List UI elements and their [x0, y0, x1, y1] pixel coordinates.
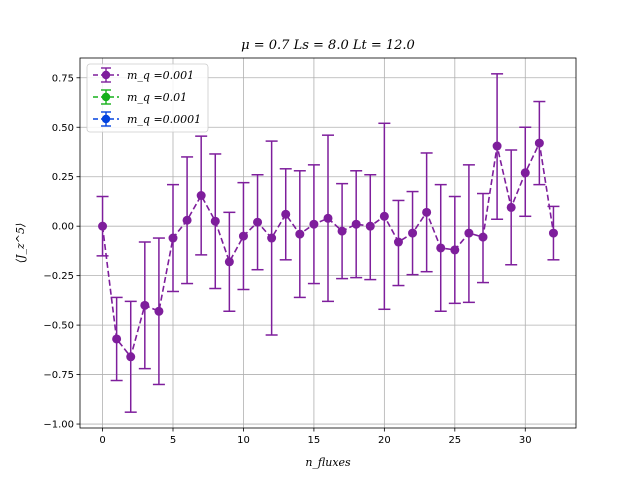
- legend: m_q =0.001 m_q =0.01 m_q =0.0001: [86, 63, 209, 133]
- data-point: [323, 213, 333, 223]
- data-point: [253, 217, 263, 227]
- plot-frame: [79, 57, 577, 429]
- data-point: [210, 216, 220, 226]
- y-tick-label: 0.75: [52, 73, 74, 84]
- data-point: [140, 300, 150, 310]
- legend-marker: [101, 92, 111, 102]
- legend-box: [86, 63, 209, 133]
- x-tick-label: 0: [99, 435, 105, 446]
- data-point: [379, 211, 389, 221]
- data-point: [196, 191, 206, 201]
- y-tick-label: 0.50: [52, 123, 74, 134]
- legend-entry: m_q =0.0001: [93, 111, 201, 127]
- data-point: [126, 352, 136, 362]
- legend-label: m_q =0.001: [127, 69, 194, 82]
- y-tick-label: −0.25: [43, 271, 74, 282]
- data-point: [182, 215, 192, 225]
- y-tick-label: −1.00: [43, 420, 74, 431]
- data-point: [422, 207, 432, 217]
- chart-title: μ = 0.7 Ls = 8.0 Lt = 12.0: [241, 38, 415, 53]
- legend-label: m_q =0.01: [127, 91, 187, 104]
- data-point: [309, 219, 319, 229]
- data-point: [548, 228, 558, 238]
- data-point: [506, 202, 516, 212]
- y-tick-label: 0.00: [52, 222, 74, 233]
- y-tick-label: −0.75: [43, 370, 74, 381]
- data-point: [492, 141, 502, 151]
- x-tick-label: 15: [308, 435, 321, 446]
- data-point: [450, 245, 460, 255]
- y-tick-label: 0.25: [52, 172, 74, 183]
- y-tick-label: −0.50: [43, 321, 74, 332]
- legend-marker: [101, 70, 111, 80]
- series: [96, 73, 560, 413]
- data-point: [295, 229, 305, 239]
- data-point: [154, 306, 164, 316]
- data-point: [281, 209, 291, 219]
- data-point: [224, 257, 234, 267]
- data-point: [112, 334, 122, 344]
- data-point: [520, 168, 530, 178]
- x-tick-label: 5: [170, 435, 176, 446]
- y-axis-label: ⟨J_z^5⟩: [14, 223, 27, 264]
- x-tick-label: 10: [237, 435, 250, 446]
- ticks: 0 5 10 15 20 25 30 −1.00 −0.75 −0.50 −0.25 0.00 0.25…: [43, 73, 531, 446]
- series-layer: [96, 73, 560, 413]
- data-point: [267, 233, 277, 243]
- data-point: [337, 226, 347, 236]
- data-point: [168, 233, 178, 243]
- data-point: [238, 231, 248, 241]
- data-point: [478, 232, 488, 242]
- data-point: [436, 243, 446, 253]
- x-tick-label: 30: [519, 435, 532, 446]
- data-point: [351, 219, 361, 229]
- data-point: [408, 228, 418, 238]
- legend-entry: m_q =0.001: [93, 67, 194, 83]
- legend-marker: [101, 114, 111, 124]
- legend-entry: m_q =0.01: [93, 89, 187, 105]
- data-point: [464, 228, 474, 238]
- data-point: [393, 237, 403, 247]
- x-tick-label: 20: [378, 435, 391, 446]
- data-point: [534, 138, 544, 148]
- x-axis-label: n_fluxes: [305, 456, 351, 469]
- legend-label: m_q =0.0001: [127, 113, 201, 126]
- series-line: [101, 140, 555, 359]
- data-point: [365, 221, 375, 231]
- data-point: [98, 221, 108, 231]
- x-tick-label: 25: [448, 435, 461, 446]
